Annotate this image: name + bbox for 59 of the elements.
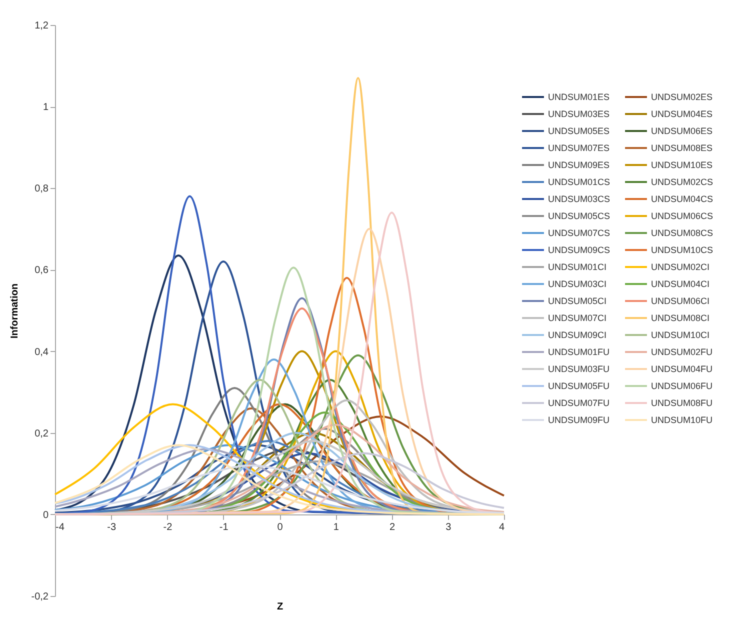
legend-label: UNDSUM06FU: [651, 381, 713, 391]
y-tick-label: 1,2: [34, 20, 49, 32]
legend-label: UNDSUM06ES: [651, 126, 713, 136]
legend-label: UNDSUM05ES: [548, 126, 610, 136]
legend-label: UNDSUM01ES: [548, 92, 610, 102]
legend-label: UNDSUM05FU: [548, 381, 610, 391]
legend-label: UNDSUM04FU: [651, 364, 713, 374]
y-tick-label: 0: [42, 510, 49, 521]
x-tick-label: 4: [498, 522, 505, 533]
legend-label: UNDSUM08CI: [651, 313, 710, 323]
legend-label: UNDSUM02FU: [651, 347, 713, 357]
legend-label: UNDSUM01CI: [548, 262, 607, 272]
y-tick-label: 0,4: [34, 346, 49, 358]
legend-label: UNDSUM08ES: [651, 143, 713, 153]
legend-label: UNDSUM10CI: [651, 330, 710, 340]
legend-label: UNDSUM08FU: [651, 398, 713, 408]
x-axis-title: Z: [276, 602, 284, 612]
legend-label: UNDSUM08CS: [651, 228, 714, 238]
legend-label: UNDSUM09FU: [548, 415, 610, 425]
y-tick-label: 0,6: [34, 265, 49, 276]
legend-label: UNDSUM09ES: [548, 160, 610, 170]
legend-label: UNDSUM07FU: [548, 398, 610, 408]
legend-label: UNDSUM03CS: [548, 194, 610, 204]
x-tick-label: 1: [333, 522, 340, 533]
legend-label: UNDSUM10FU: [651, 415, 713, 425]
legend-label: UNDSUM10CS: [651, 245, 714, 255]
legend-label: UNDSUM02CS: [651, 177, 714, 187]
legend-label: UNDSUM03ES: [548, 109, 610, 119]
x-tick-label: -2: [163, 522, 173, 533]
legend-label: UNDSUM02CI: [651, 262, 710, 272]
x-tick-label: 0: [277, 522, 284, 533]
x-tick-label: -1: [219, 522, 229, 533]
x-tick-label: -4: [56, 522, 65, 533]
legend-label: UNDSUM09CI: [548, 330, 607, 340]
legend-label: UNDSUM06CI: [651, 296, 710, 306]
legend-label: UNDSUM05CI: [548, 296, 607, 306]
legend-label: UNDSUM05CS: [548, 211, 610, 221]
legend-label: UNDSUM04CS: [651, 194, 714, 204]
legend-label: UNDSUM03CI: [548, 279, 607, 289]
legend-label: UNDSUM01CS: [548, 177, 610, 187]
legend-label: UNDSUM04CI: [651, 279, 710, 289]
legend-label: UNDSUM02ES: [651, 92, 713, 102]
x-tick-label: -3: [107, 522, 116, 533]
legend-label: UNDSUM10ES: [651, 160, 713, 170]
legend-label: UNDSUM07CS: [548, 228, 610, 238]
legend-label: UNDSUM04ES: [651, 109, 713, 119]
x-tick-label: 2: [389, 522, 396, 533]
legend-label: UNDSUM03FU: [548, 364, 610, 374]
y-tick-label: 1: [42, 102, 49, 114]
y-tick-label: 0,2: [34, 428, 49, 440]
legend-label: UNDSUM07CI: [548, 313, 607, 323]
legend-label: UNDSUM01FU: [548, 347, 610, 357]
legend-label: UNDSUM09CS: [548, 245, 610, 255]
y-tick-label: 0,8: [34, 184, 49, 195]
x-tick-label: 3: [446, 522, 452, 533]
y-axis-title: Information: [9, 284, 20, 338]
legend-label: UNDSUM06CS: [651, 211, 714, 221]
legend-label: UNDSUM07ES: [548, 143, 610, 153]
y-tick-label: -0,2: [31, 592, 49, 602]
